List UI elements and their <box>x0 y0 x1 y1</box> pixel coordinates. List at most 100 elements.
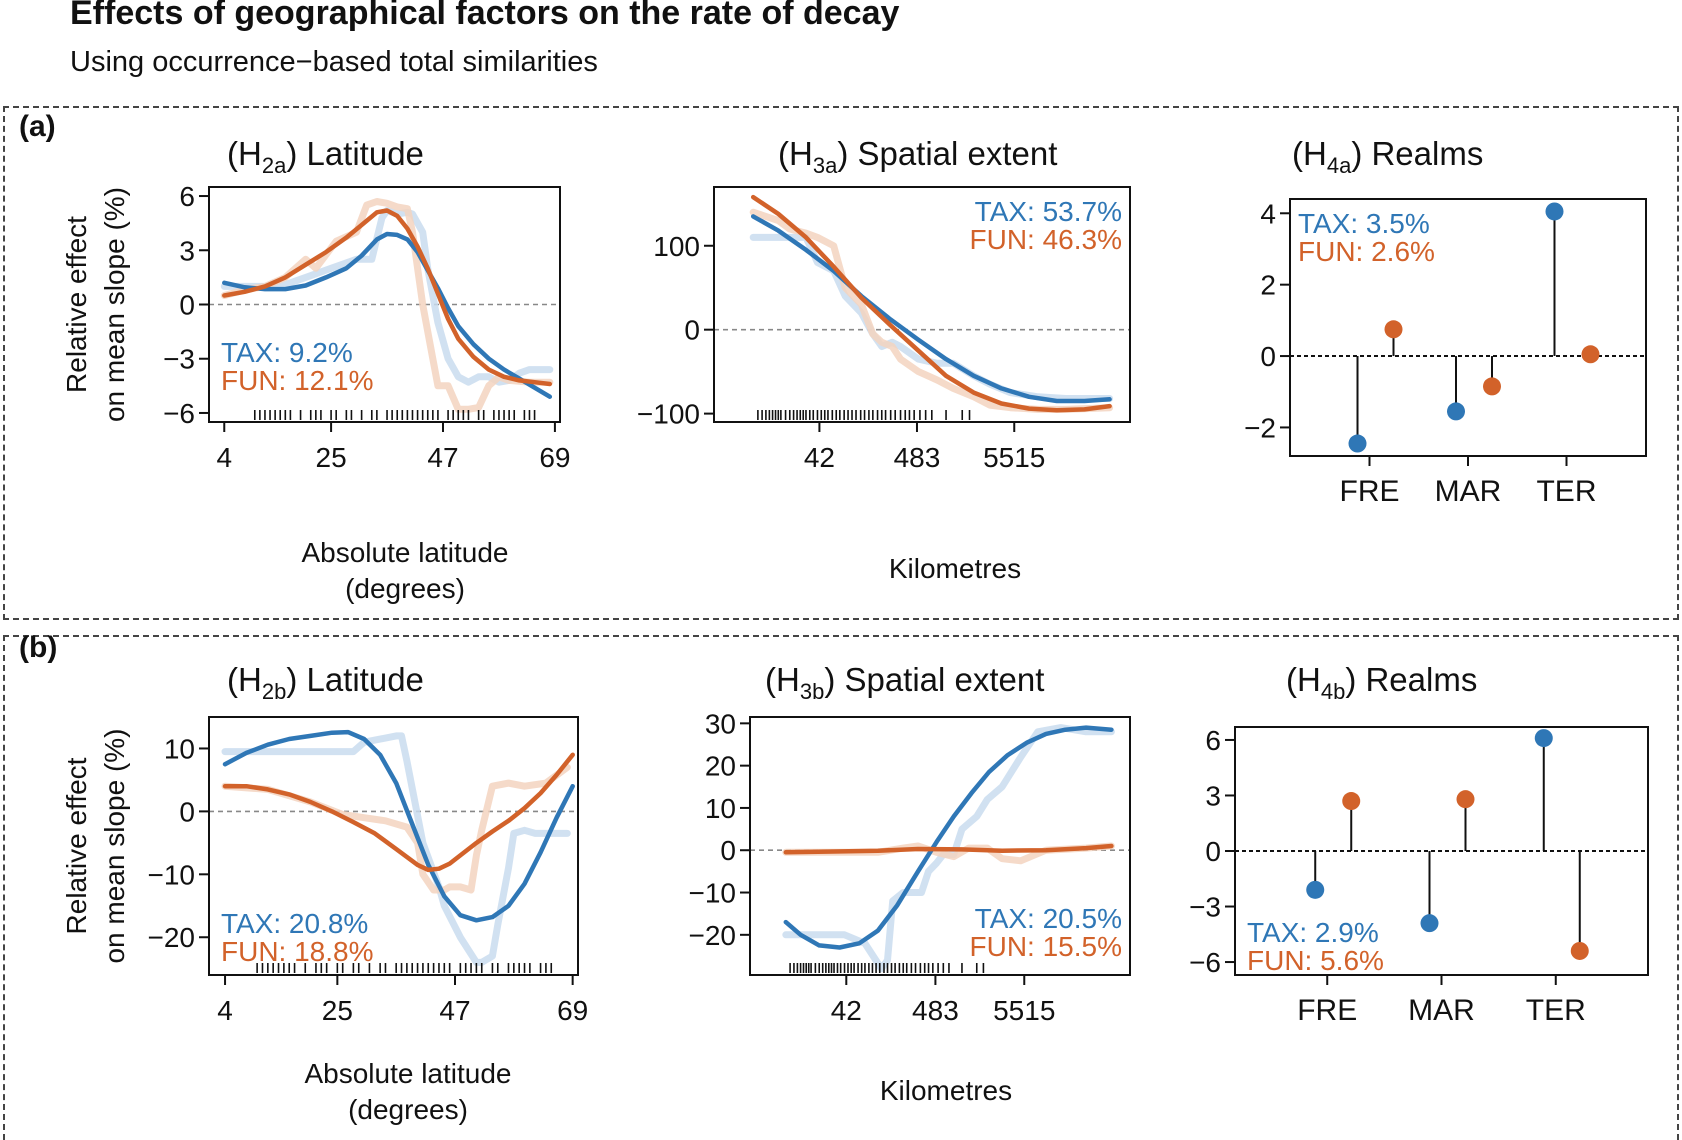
series-line-tax-smooth <box>222 729 575 923</box>
x-tick-label: 483 <box>894 442 941 473</box>
x-tick-label-mar: MAR <box>1408 994 1475 1027</box>
lollipop-point-fun-fre <box>1342 792 1361 811</box>
annotation-tax: TAX: 20.5% <box>975 903 1122 934</box>
x-tick-label: 5515 <box>993 995 1055 1026</box>
annotation-tax: TAX: 53.7% <box>975 196 1122 227</box>
series-line-tax-smooth <box>783 725 1114 950</box>
x-tick-label: 4 <box>217 995 233 1026</box>
series-line-fun-raw <box>221 763 571 894</box>
lollipop-point-fun-fre <box>1384 320 1403 339</box>
y-tick-label: 4 <box>1260 198 1276 229</box>
annotation-fun: FUN: 18.8% <box>221 936 374 967</box>
series-line-fun-smooth <box>222 208 553 387</box>
series-line-tax-smooth <box>750 214 1112 404</box>
lollipop-point-fun-ter <box>1570 941 1589 960</box>
y-tick-label: 2 <box>1260 270 1276 301</box>
lollipop-point-tax-ter <box>1534 729 1553 748</box>
series-line-fun-smooth <box>222 752 575 873</box>
panel-a-frame: (a) <box>3 106 1679 620</box>
plot-frame <box>749 716 1131 976</box>
annotation-fun: FUN: 12.1% <box>221 365 374 396</box>
series-line-tax-smooth <box>222 231 553 399</box>
plot-area <box>221 729 575 973</box>
x-tick-label-ter: TER <box>1536 475 1596 508</box>
plot-area <box>782 724 1115 973</box>
panel-b-label: (b) <box>19 631 58 664</box>
plot-area <box>220 198 554 420</box>
figure-title: Effects of geographical factors on the r… <box>70 0 900 32</box>
x-axis-title: (degrees) <box>345 573 465 604</box>
x-tick-label: 42 <box>831 995 862 1026</box>
chart-title: (H3b) Spatial extent <box>765 661 1044 704</box>
y-axis-title: Relative effect <box>61 757 92 934</box>
x-axis-title: Kilometres <box>889 553 1021 584</box>
x-tick-label: 47 <box>427 442 458 473</box>
annotation-tax: TAX: 3.5% <box>1298 208 1430 239</box>
plot-frame <box>713 186 1131 423</box>
chart-title: (H4b) Realms <box>1286 661 1477 704</box>
lollipop-point-tax-ter <box>1545 202 1564 221</box>
chart-h2b: (H2b) Latitude 10 0 −10 −20 Relative effect on… <box>61 661 588 1125</box>
x-tick-label: 47 <box>439 995 470 1026</box>
plot-area <box>749 194 1114 420</box>
y-tick-label: 6 <box>1205 725 1221 756</box>
lollipop-point-tax-fre <box>1306 880 1325 899</box>
chart-h3b: (H3b) Spatial extent 30 20 10 0 −10 −20 42 483 55… <box>689 661 1131 1106</box>
y-tick-label: −3 <box>163 344 195 375</box>
lollipop-point-fun-ter <box>1581 345 1600 364</box>
lollipop-point-fun-mar <box>1483 377 1501 396</box>
x-tick-label-ter: TER <box>1526 994 1586 1027</box>
y-tick-label: 30 <box>705 708 736 739</box>
y-axis-title: Relative effect <box>61 216 92 393</box>
x-tick-label: 483 <box>912 995 959 1026</box>
y-tick-label: 3 <box>1205 780 1221 811</box>
y-tick-label: 0 <box>720 835 736 866</box>
x-tick-label: 4 <box>216 442 232 473</box>
chart-h4a: (H4a) Realms 4 2 0 −2 FRE MAR TER TAX: 3.5%FUN: … <box>1244 135 1647 508</box>
series-line-fun-raw <box>749 208 1114 413</box>
series-line-fun-smooth <box>783 843 1114 855</box>
panel-a-label: (a) <box>19 110 56 143</box>
x-tick-label: 25 <box>322 995 353 1026</box>
annotation-tax: TAX: 9.2% <box>221 337 353 368</box>
series-line-tax-raw <box>782 724 1115 973</box>
series-line-tax-raw <box>220 207 554 386</box>
y-tick-label: −10 <box>148 859 196 890</box>
annotation-tax: TAX: 2.9% <box>1247 917 1379 948</box>
chart-h4b: (H4b) Realms 6 3 0 −3 −6 FRE MAR TER TAX: 2.9%FUN… <box>1189 661 1649 1027</box>
y-tick-label: 0 <box>1205 836 1221 867</box>
y-tick-label: 0 <box>179 290 195 321</box>
y-tick-label: −100 <box>637 399 700 430</box>
y-tick-label: 0 <box>684 315 700 346</box>
y-tick-label: −20 <box>689 920 737 951</box>
annotation-fun: FUN: 2.6% <box>1298 236 1435 267</box>
y-tick-label: −20 <box>148 922 196 953</box>
y-tick-label: 0 <box>179 796 195 827</box>
chart-h3a: (H3a) Spatial extent 100 0 −100 42 483 5515 Kil… <box>637 135 1131 584</box>
x-tick-label-fre: FRE <box>1297 994 1357 1027</box>
y-tick-label: 10 <box>705 793 736 824</box>
x-tick-label-mar: MAR <box>1435 475 1502 508</box>
annotation-fun: FUN: 46.3% <box>970 224 1123 255</box>
x-tick-label: 69 <box>557 995 588 1026</box>
x-axis-title: Absolute latitude <box>304 1058 511 1089</box>
y-tick-label: 10 <box>164 733 195 764</box>
y-tick-label: −3 <box>1189 892 1221 923</box>
x-tick-label: 25 <box>316 442 347 473</box>
x-tick-label: 42 <box>804 442 835 473</box>
y-tick-label: 100 <box>653 231 700 262</box>
series-line-tax-raw <box>221 732 571 966</box>
y-tick-label: 3 <box>179 235 195 266</box>
annotation-tax: TAX: 20.8% <box>221 908 368 939</box>
lollipop-point-tax-mar <box>1447 402 1465 421</box>
series-line-fun-smooth <box>750 194 1112 413</box>
chart-title: (H2a) Latitude <box>227 135 424 178</box>
y-tick-label: 0 <box>1260 341 1276 372</box>
y-tick-label: −2 <box>1244 412 1276 443</box>
x-tick-label-fre: FRE <box>1340 475 1400 508</box>
y-axis-title: on mean slope (%) <box>99 187 130 422</box>
annotation-fun: FUN: 15.5% <box>970 931 1123 962</box>
lollipop-point-tax-fre <box>1348 434 1367 453</box>
x-axis-title: Kilometres <box>880 1075 1012 1106</box>
